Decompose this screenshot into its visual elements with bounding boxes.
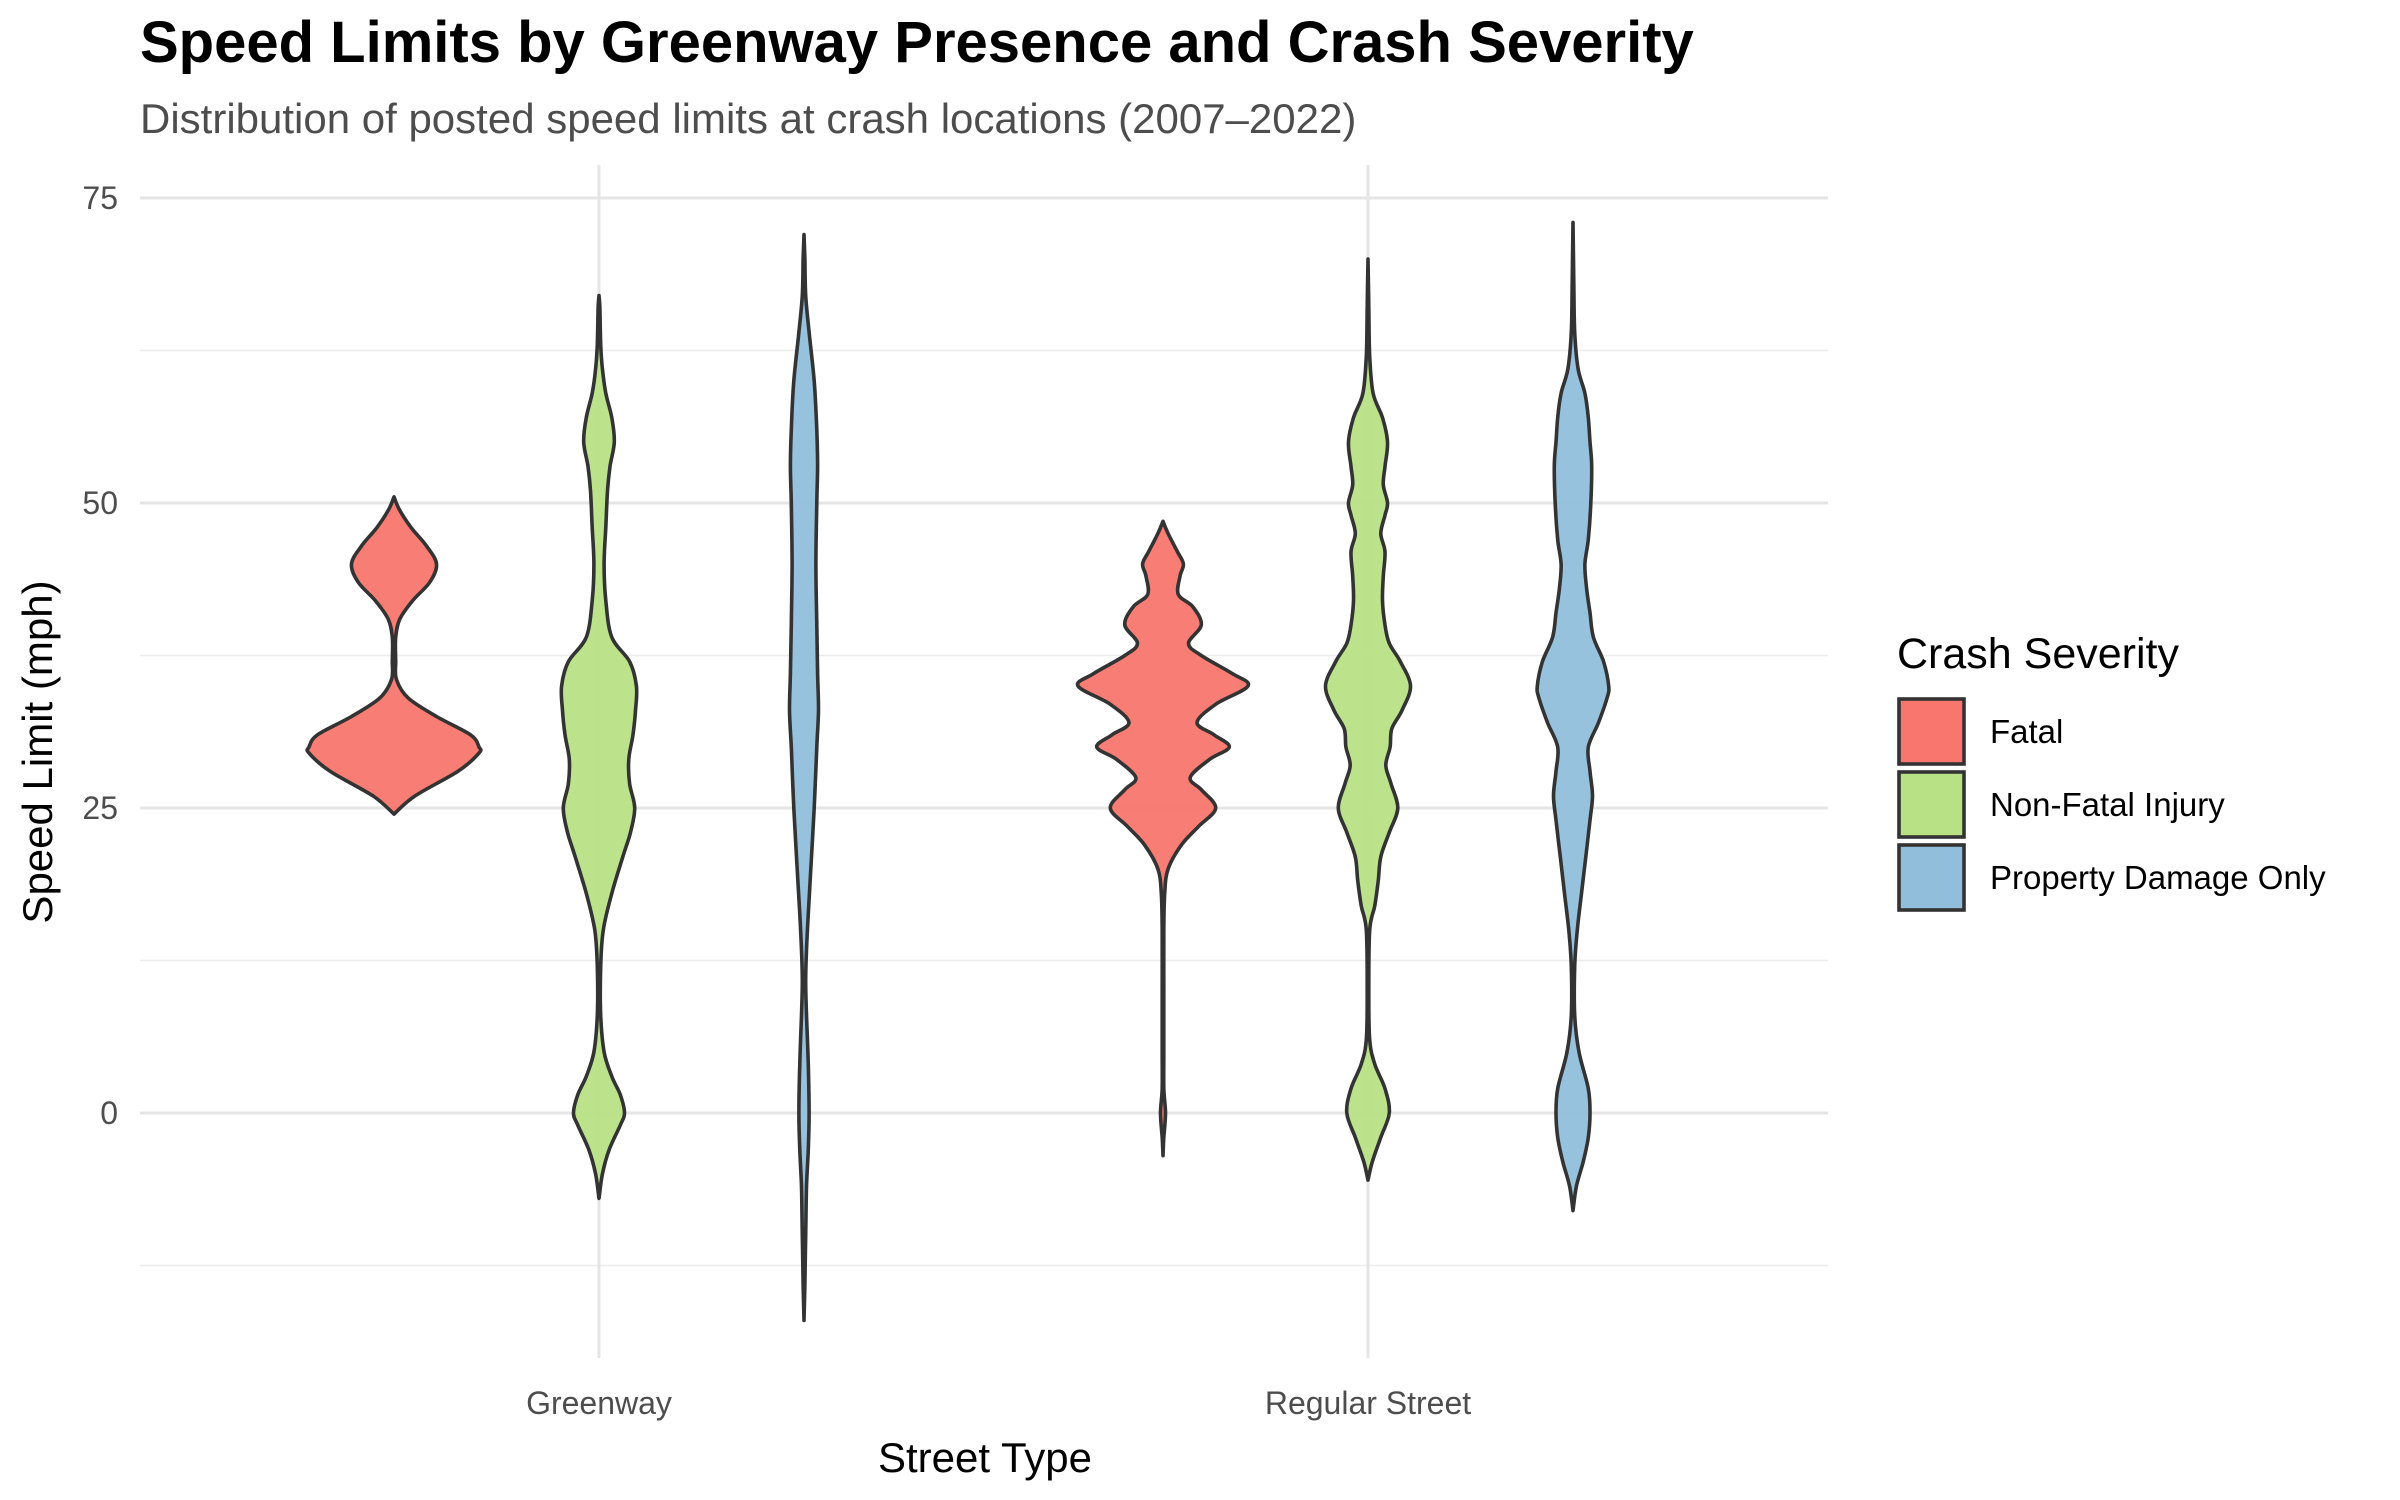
chart-subtitle: Distribution of posted speed limits at c… — [140, 95, 1356, 142]
y-tick-label: 0 — [100, 1095, 118, 1131]
violin-property-damage-only-regular-street — [1535, 220, 1611, 1213]
violin-fatal-regular-street — [1075, 519, 1251, 1158]
y-axis-title: Speed Limit (mph) — [14, 580, 61, 923]
grid-minor — [140, 349, 1828, 1267]
violins — [305, 220, 1611, 1323]
x-axis-title: Street Type — [878, 1434, 1092, 1481]
chart-title: Speed Limits by Greenway Presence and Cr… — [140, 10, 1694, 75]
legend-title: Crash Severity — [1897, 630, 2179, 678]
violin-non-fatal-injury-greenway — [559, 293, 639, 1201]
y-tick-label: 25 — [82, 790, 118, 826]
violin-fatal-greenway — [305, 495, 483, 816]
y-tick-labels: 0 25 50 75 — [82, 180, 118, 1131]
y-tick-label: 50 — [82, 485, 118, 521]
violin-non-fatal-injury-regular-street — [1323, 257, 1413, 1182]
y-tick-label: 75 — [82, 180, 118, 216]
violin-property-damage-only-greenway — [787, 232, 821, 1323]
legend-swatch — [1897, 770, 1966, 839]
legend-swatch — [1897, 843, 1966, 912]
x-tick-labels: Greenway Regular Street — [526, 1385, 1471, 1421]
legend-label: Fatal — [1990, 713, 2063, 750]
legend-label: Non-Fatal Injury — [1990, 786, 2225, 823]
legend-items: Fatal Non-Fatal Injury Property Damage Onl… — [1897, 697, 2326, 912]
legend-label: Property Damage Only — [1990, 859, 2326, 896]
legend: Crash Severity Fatal Non-Fatal Injury Prop… — [1897, 630, 2326, 912]
legend-swatch — [1897, 697, 1966, 766]
x-tick-label: Greenway — [526, 1385, 672, 1421]
x-tick-label: Regular Street — [1265, 1385, 1471, 1421]
